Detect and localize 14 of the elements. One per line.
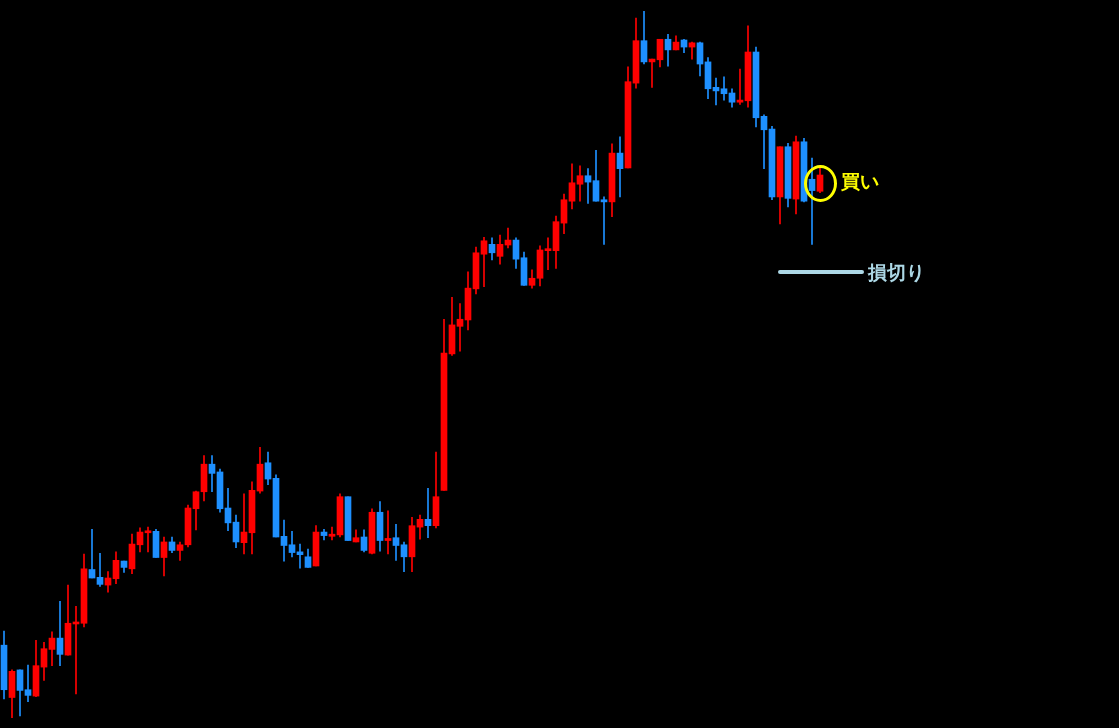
candlestick bbox=[328, 526, 336, 541]
candlestick bbox=[600, 196, 608, 245]
candlestick bbox=[720, 76, 728, 101]
candlestick bbox=[96, 552, 104, 587]
candlestick bbox=[24, 664, 32, 703]
text: 買い bbox=[840, 170, 879, 193]
candlestick bbox=[456, 303, 464, 352]
candlestick bbox=[544, 237, 552, 271]
candlestick bbox=[736, 68, 744, 105]
candlestick bbox=[392, 523, 400, 561]
candlestick bbox=[384, 510, 392, 555]
candlestick bbox=[280, 519, 288, 562]
ref-line-label: 損切り bbox=[867, 260, 925, 283]
candlestick bbox=[144, 526, 152, 553]
